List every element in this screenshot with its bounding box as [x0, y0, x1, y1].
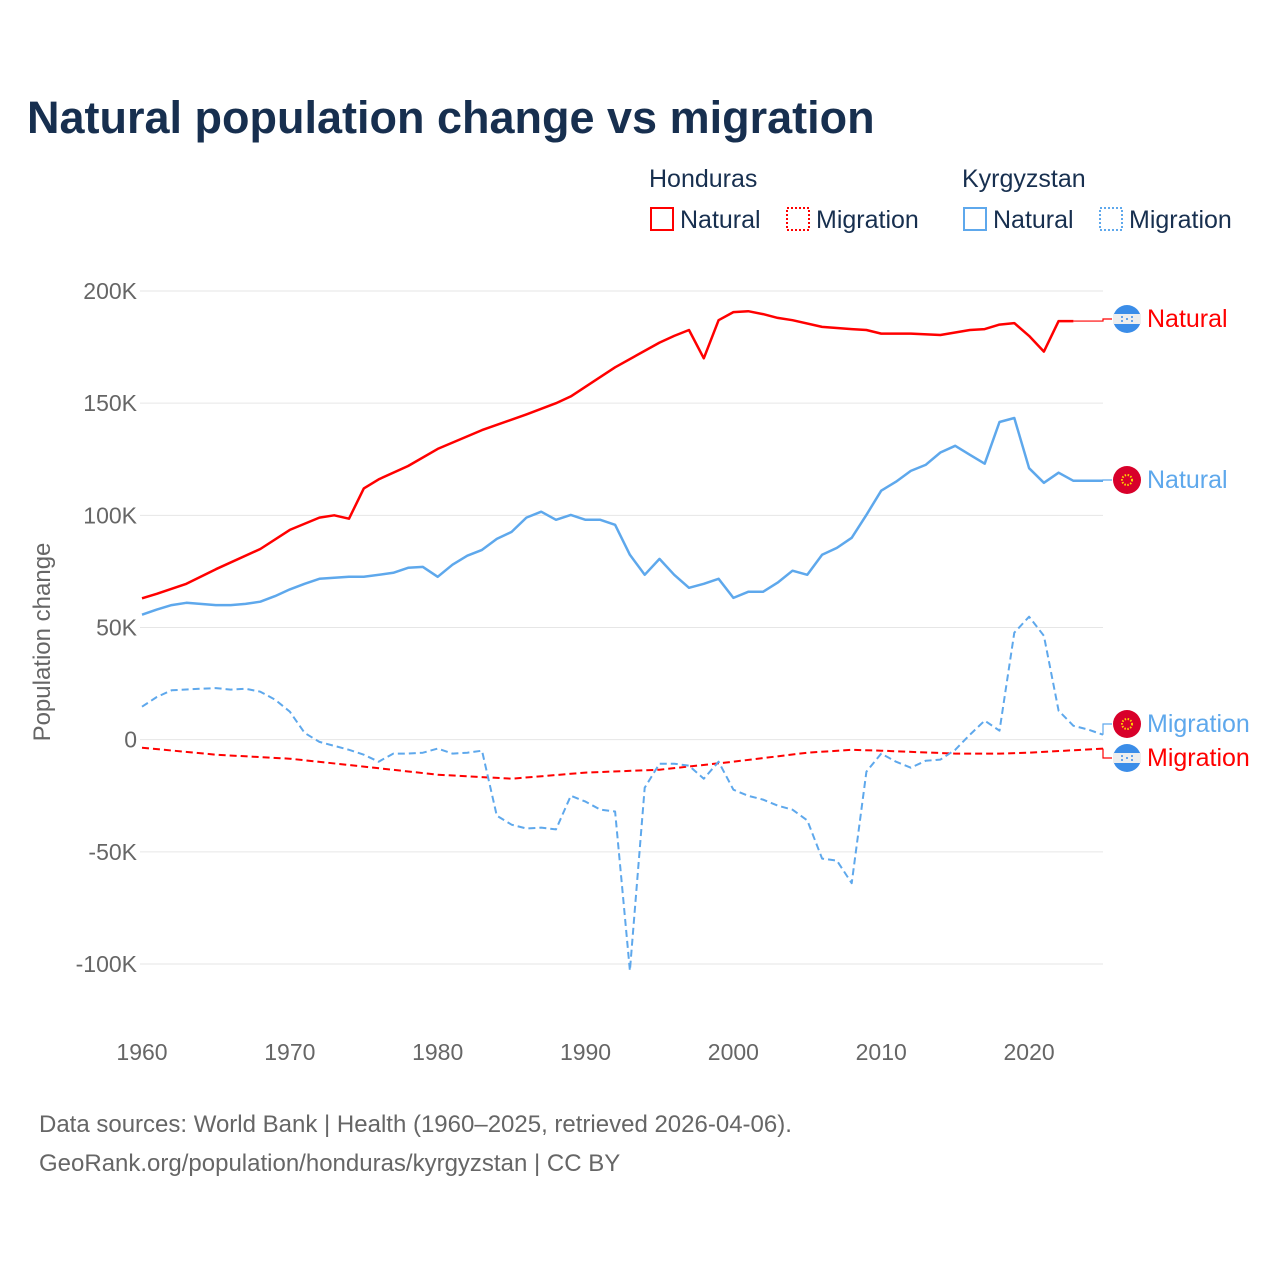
footer-sources: Data sources: World Bank | Health (1960–… [39, 1111, 792, 1138]
y-axis: 200K 150K 100K 50K 0 -50K -100K [76, 278, 138, 977]
series-line-kyrgyzstan-natural [141, 416, 1103, 616]
kyrgyzstan-flag-icon [1113, 710, 1141, 738]
legend-swatch-kyrgyzstan-natural [963, 207, 987, 231]
y-tick-label: 150K [83, 390, 137, 416]
series-lines [141, 309, 1104, 972]
legend: Honduras Natural Migration Kyrgyzstan Na… [649, 165, 1232, 234]
legend-item-kyrgyzstan-natural[interactable]: Natural [993, 206, 1074, 234]
end-label: Migration [1147, 744, 1250, 772]
chart-title: Natural population change vs migration [27, 92, 875, 143]
series-line-kyrgyzstan-migration [141, 615, 1104, 972]
end-label: Natural [1147, 466, 1228, 494]
end-label: Natural [1147, 305, 1228, 333]
y-tick-label: 0 [124, 727, 137, 753]
legend-item-honduras-natural[interactable]: Natural [680, 206, 761, 234]
legend-swatch-honduras-migration [786, 207, 810, 231]
legend-swatch-kyrgyzstan-migration [1099, 207, 1123, 231]
legend-swatch-honduras-natural [650, 207, 674, 231]
x-axis: 1960 1970 1980 1990 2000 2010 2020 [116, 1039, 1054, 1065]
x-tick-label: 2000 [708, 1039, 759, 1065]
x-tick-label: 2010 [856, 1039, 907, 1065]
x-tick-label: 1980 [412, 1039, 463, 1065]
end-label: Migration [1147, 710, 1250, 738]
kyrgyzstan-flag-icon [1113, 466, 1141, 494]
end-label-connector [1102, 723, 1112, 735]
end-labels: Natural Migration Natural Migration [1073, 305, 1250, 772]
legend-group-honduras: Honduras [649, 165, 757, 193]
x-tick-label: 1960 [116, 1039, 167, 1065]
y-tick-label: -100K [76, 951, 138, 977]
y-tick-label: 100K [83, 502, 137, 528]
y-tick-label: 50K [96, 615, 138, 641]
legend-item-kyrgyzstan-migration[interactable]: Migration [1129, 206, 1232, 234]
y-tick-label: -50K [88, 839, 137, 865]
end-label-connector [1102, 479, 1112, 481]
x-tick-label: 1970 [264, 1039, 315, 1065]
legend-item-honduras-migration[interactable]: Migration [816, 206, 919, 234]
end-label-connector [1073, 318, 1112, 322]
y-tick-label: 200K [83, 278, 137, 304]
x-tick-label: 1990 [560, 1039, 611, 1065]
y-axis-label: Population change [29, 543, 56, 742]
honduras-flag-icon [1113, 744, 1141, 772]
x-tick-label: 2020 [1003, 1039, 1054, 1065]
series-line-honduras-migration [141, 746, 1104, 780]
gridlines [140, 290, 1103, 965]
footer-link[interactable]: GeoRank.org/population/honduras/kyrgyzst… [39, 1150, 620, 1177]
end-label-connector [1102, 748, 1112, 759]
honduras-flag-icon [1113, 305, 1141, 333]
series-line-honduras-natural [141, 309, 1074, 600]
legend-group-kyrgyzstan: Kyrgyzstan [962, 165, 1086, 193]
